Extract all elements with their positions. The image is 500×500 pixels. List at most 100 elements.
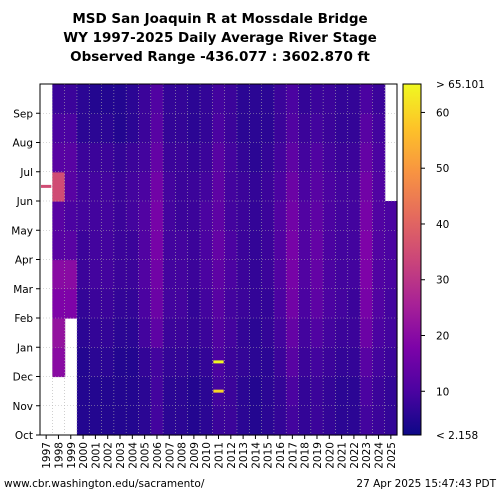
heatmap-cell (335, 259, 349, 290)
heatmap-cell (138, 405, 152, 436)
heatmap-cell (212, 230, 226, 261)
heatmap-cell (212, 171, 226, 202)
heatmap-cell (335, 171, 349, 202)
heatmap-cell (76, 318, 90, 348)
heatmap-cell (273, 347, 287, 378)
heatmap-cell (138, 171, 152, 202)
y-tick-label: Jun (16, 196, 33, 208)
heatmap-cell (101, 84, 115, 114)
heatmap-cell (236, 84, 250, 114)
heatmap-cell (89, 347, 103, 378)
heatmap-cell (249, 84, 263, 114)
heatmap-cell (64, 113, 78, 144)
heatmap-cell (298, 347, 312, 378)
heatmap-cell (200, 142, 213, 173)
heatmap-cell (200, 318, 213, 348)
heatmap-cell (64, 142, 78, 173)
heatmap-cell (360, 288, 373, 319)
heatmap-cell (384, 201, 398, 231)
heatmap-cell (249, 171, 263, 202)
heatmap-cell (224, 288, 238, 319)
heatmap-cell (372, 376, 386, 407)
heatmap-cell (347, 142, 361, 173)
x-tick-label: 2020 (324, 442, 336, 469)
heatmap-cell (236, 113, 250, 144)
colorbar-min-label: < 2.158 (436, 430, 478, 442)
heatmap-cell (163, 113, 177, 144)
heatmap-cell (273, 288, 287, 319)
heatmap-cell (335, 84, 349, 114)
heatmap-cell (310, 288, 324, 319)
chart-title-line-1: MSD San Joaquin R at Mossdale Bridge (72, 11, 368, 27)
heatmap-cell (323, 230, 337, 261)
heatmap-cell (372, 113, 386, 144)
heatmap-cell (323, 142, 337, 173)
heatmap-cell (113, 259, 127, 290)
heatmap-cell (52, 230, 66, 261)
heatmap-cell (64, 259, 78, 290)
heatmap-cell (249, 113, 263, 144)
x-tick-label: 2010 (201, 442, 213, 469)
heatmap-cell (372, 171, 386, 202)
heatmap-cell (200, 201, 213, 231)
heatmap-cell (187, 405, 201, 436)
heatmap-cell (150, 113, 164, 144)
heatmap-cell (323, 288, 337, 319)
heatmap-cell (249, 376, 263, 407)
heatmap-cell (298, 171, 312, 202)
heatmap-cell (126, 347, 140, 378)
x-tick-label: 2005 (140, 442, 152, 469)
colorbar-tick-label: 60 (436, 107, 449, 119)
heatmap-cell (138, 347, 152, 378)
heatmap-cell (249, 347, 263, 378)
heatmap-cell (286, 142, 300, 173)
heatmap-cell (323, 405, 337, 436)
heatmap-cell (187, 347, 201, 378)
heatmap-cell (138, 230, 152, 261)
heatmap-cell (273, 318, 287, 348)
heatmap-cell (335, 230, 349, 261)
heatmap-cell (372, 84, 386, 114)
heatmap-cell (163, 142, 177, 173)
heatmap-cell (212, 405, 226, 436)
heatmap-cell (384, 405, 398, 436)
heatmap-cell (187, 318, 201, 348)
heatmap-cell (163, 84, 177, 114)
heatmap-cell (76, 113, 90, 144)
heatmap-cell (335, 318, 349, 348)
heatmap-cell (89, 142, 103, 173)
heatmap-cell (298, 405, 312, 436)
heatmap-cell (360, 142, 373, 173)
x-tick-label: 2024 (374, 442, 386, 469)
heatmap-cell (200, 84, 213, 114)
generated-timestamp: 27 Apr 2025 15:47:43 PDT (356, 478, 496, 490)
heatmap-cell (138, 288, 152, 319)
heatmap-cell (298, 113, 312, 144)
heatmap-cell (52, 347, 66, 378)
heatmap-cell (126, 376, 140, 407)
heatmap-cell (261, 318, 275, 348)
heatmap-cell (261, 230, 275, 261)
x-tick-label: 2002 (103, 442, 115, 469)
heatmap-cell (286, 171, 300, 202)
heatmap-cell (175, 405, 189, 436)
heatmap-cell (52, 171, 66, 202)
source-url[interactable]: www.cbr.washington.edu/sacramento/ (4, 478, 205, 490)
heatmap-cell (101, 318, 115, 348)
heatmap-cell (187, 376, 201, 407)
heatmap-cell (163, 171, 177, 202)
heatmap-event-mark (213, 360, 224, 364)
heatmap-cell (200, 405, 213, 436)
heatmap-cell (101, 288, 115, 319)
heatmap-cell (310, 318, 324, 348)
heatmap-cell (150, 259, 164, 290)
colorbar-tick-label: 30 (436, 275, 449, 287)
heatmap-cell (236, 230, 250, 261)
heatmap-cell (372, 405, 386, 436)
heatmap-event-mark (41, 184, 52, 188)
heatmap-cell (101, 171, 115, 202)
heatmap-cell (76, 259, 90, 290)
heatmap-cell (126, 171, 140, 202)
y-tick-label: Jan (16, 342, 33, 354)
